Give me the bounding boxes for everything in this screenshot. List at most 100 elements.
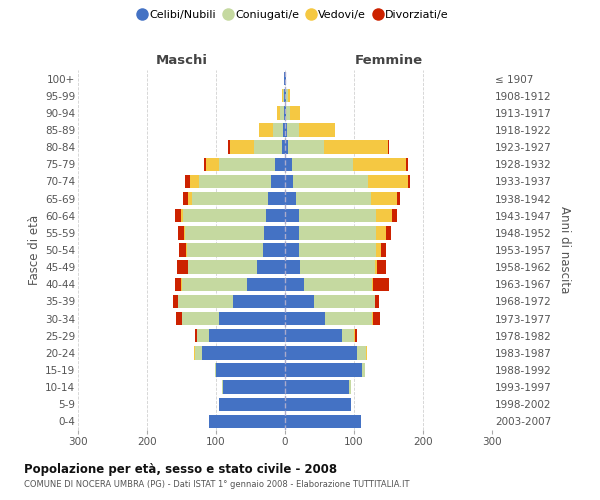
Bar xyxy=(406,158,408,171)
Bar xyxy=(197,329,209,342)
Text: Femmine: Femmine xyxy=(355,54,422,68)
Bar xyxy=(285,209,299,222)
Bar xyxy=(181,209,183,222)
Bar xyxy=(354,329,355,342)
Bar xyxy=(203,158,206,171)
Bar xyxy=(220,398,285,411)
Bar xyxy=(285,414,361,428)
Legend: Celibi/Nubili, Coniugati/e, Vedovi/e, Divorziati/e: Celibi/Nubili, Coniugati/e, Vedovi/e, Di… xyxy=(137,8,451,22)
Bar xyxy=(292,158,353,171)
Bar xyxy=(221,380,223,394)
Bar xyxy=(178,260,188,274)
Bar xyxy=(265,226,285,239)
Bar xyxy=(254,140,281,154)
Bar xyxy=(209,329,285,342)
Bar xyxy=(284,106,285,120)
Bar xyxy=(374,260,377,274)
Bar xyxy=(220,312,285,326)
Bar xyxy=(285,226,299,239)
Bar xyxy=(285,294,314,308)
Bar xyxy=(289,140,325,154)
Bar xyxy=(285,192,296,205)
Bar xyxy=(178,294,233,308)
Bar xyxy=(285,106,286,120)
Bar xyxy=(355,329,357,342)
Bar xyxy=(372,312,373,326)
Bar xyxy=(408,174,410,188)
Bar xyxy=(277,106,280,120)
Bar xyxy=(183,192,188,205)
Bar xyxy=(263,244,285,256)
Bar xyxy=(281,89,283,102)
Bar xyxy=(366,346,367,360)
Bar xyxy=(223,380,285,394)
Bar xyxy=(285,329,341,342)
Bar xyxy=(281,140,285,154)
Bar xyxy=(185,226,265,239)
Bar xyxy=(353,158,406,171)
Bar xyxy=(175,209,181,222)
Text: Maschi: Maschi xyxy=(155,54,208,68)
Bar xyxy=(280,106,284,120)
Bar xyxy=(196,346,202,360)
Bar xyxy=(376,209,392,222)
Bar xyxy=(285,140,289,154)
Bar xyxy=(293,174,368,188)
Bar xyxy=(285,398,350,411)
Bar xyxy=(259,124,272,136)
Bar xyxy=(288,89,290,102)
Bar xyxy=(314,294,375,308)
Bar xyxy=(285,278,304,291)
Bar xyxy=(183,209,266,222)
Bar xyxy=(178,226,184,239)
Bar xyxy=(286,89,288,102)
Y-axis label: Anni di nascita: Anni di nascita xyxy=(558,206,571,294)
Text: COMUNE DI NOCERA UMBRA (PG) - Dati ISTAT 1° gennaio 2008 - Elaborazione TUTTITAL: COMUNE DI NOCERA UMBRA (PG) - Dati ISTAT… xyxy=(24,480,409,489)
Bar xyxy=(230,140,254,154)
Bar xyxy=(299,124,335,136)
Bar xyxy=(266,209,285,222)
Bar xyxy=(215,364,216,376)
Bar xyxy=(325,312,372,326)
Bar xyxy=(392,209,397,222)
Bar xyxy=(176,312,182,326)
Bar xyxy=(373,278,389,291)
Bar xyxy=(287,124,299,136)
Bar xyxy=(233,294,285,308)
Bar xyxy=(206,158,220,171)
Bar xyxy=(179,244,185,256)
Bar xyxy=(194,346,196,360)
Bar xyxy=(194,329,197,342)
Bar xyxy=(285,312,325,326)
Bar xyxy=(381,244,386,256)
Bar xyxy=(285,72,286,86)
Bar xyxy=(377,260,386,274)
Bar xyxy=(188,192,192,205)
Bar xyxy=(229,140,230,154)
Text: Popolazione per età, sesso e stato civile - 2008: Popolazione per età, sesso e stato civil… xyxy=(24,462,337,475)
Bar xyxy=(371,192,397,205)
Bar xyxy=(187,244,263,256)
Bar xyxy=(349,380,350,394)
Bar xyxy=(283,124,285,136)
Bar xyxy=(300,260,374,274)
Bar xyxy=(247,278,285,291)
Bar xyxy=(299,226,376,239)
Bar xyxy=(188,260,257,274)
Bar xyxy=(272,124,283,136)
Bar xyxy=(185,174,190,188)
Bar xyxy=(376,294,379,308)
Bar xyxy=(296,192,371,205)
Bar xyxy=(372,278,373,291)
Bar xyxy=(192,192,268,205)
Bar xyxy=(271,174,285,188)
Bar xyxy=(304,278,372,291)
Bar xyxy=(202,346,285,360)
Bar xyxy=(368,174,408,188)
Bar xyxy=(173,294,178,308)
Bar xyxy=(283,89,284,102)
Bar xyxy=(185,244,187,256)
Bar xyxy=(285,364,362,376)
Bar xyxy=(175,278,181,291)
Bar xyxy=(325,140,388,154)
